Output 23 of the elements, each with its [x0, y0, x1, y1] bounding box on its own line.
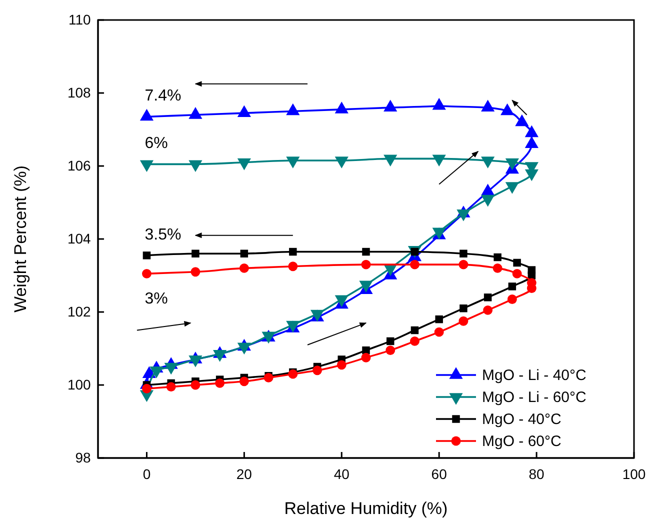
y-tick-label: 110	[68, 11, 92, 28]
y-tick-label: 102	[67, 303, 92, 320]
legend-label: MgO - Li - 40°C	[482, 367, 587, 384]
y-axis-title: Weight Percent (%)	[11, 165, 30, 313]
y-tick-label: 104	[67, 230, 92, 246]
x-tick-label: 60	[431, 466, 448, 482]
annotation: 3.5%	[144, 226, 182, 244]
x-tick-label: 40	[334, 466, 350, 482]
x-tick-label: 80	[528, 466, 545, 482]
legend-label: MgO - 40°C	[482, 411, 562, 428]
annotation: 3%	[144, 290, 168, 308]
legend-label: MgO - Li - 60°C	[482, 389, 587, 406]
legend-label: MgO - 60°C	[482, 433, 562, 450]
y-tick-label: 106	[67, 157, 92, 174]
annotation: 7.4%	[144, 88, 182, 105]
y-tick-label: 98	[75, 449, 92, 466]
x-axis-title: Relative Humidity (%)	[284, 499, 448, 518]
y-tick-label: 108	[67, 84, 92, 100]
x-tick-label: 0	[142, 466, 151, 482]
y-tick-label: 100	[67, 376, 92, 392]
annotation: 6%	[144, 135, 168, 152]
x-tick-label: 100	[622, 466, 646, 482]
x-tick-label: 20	[236, 466, 252, 482]
